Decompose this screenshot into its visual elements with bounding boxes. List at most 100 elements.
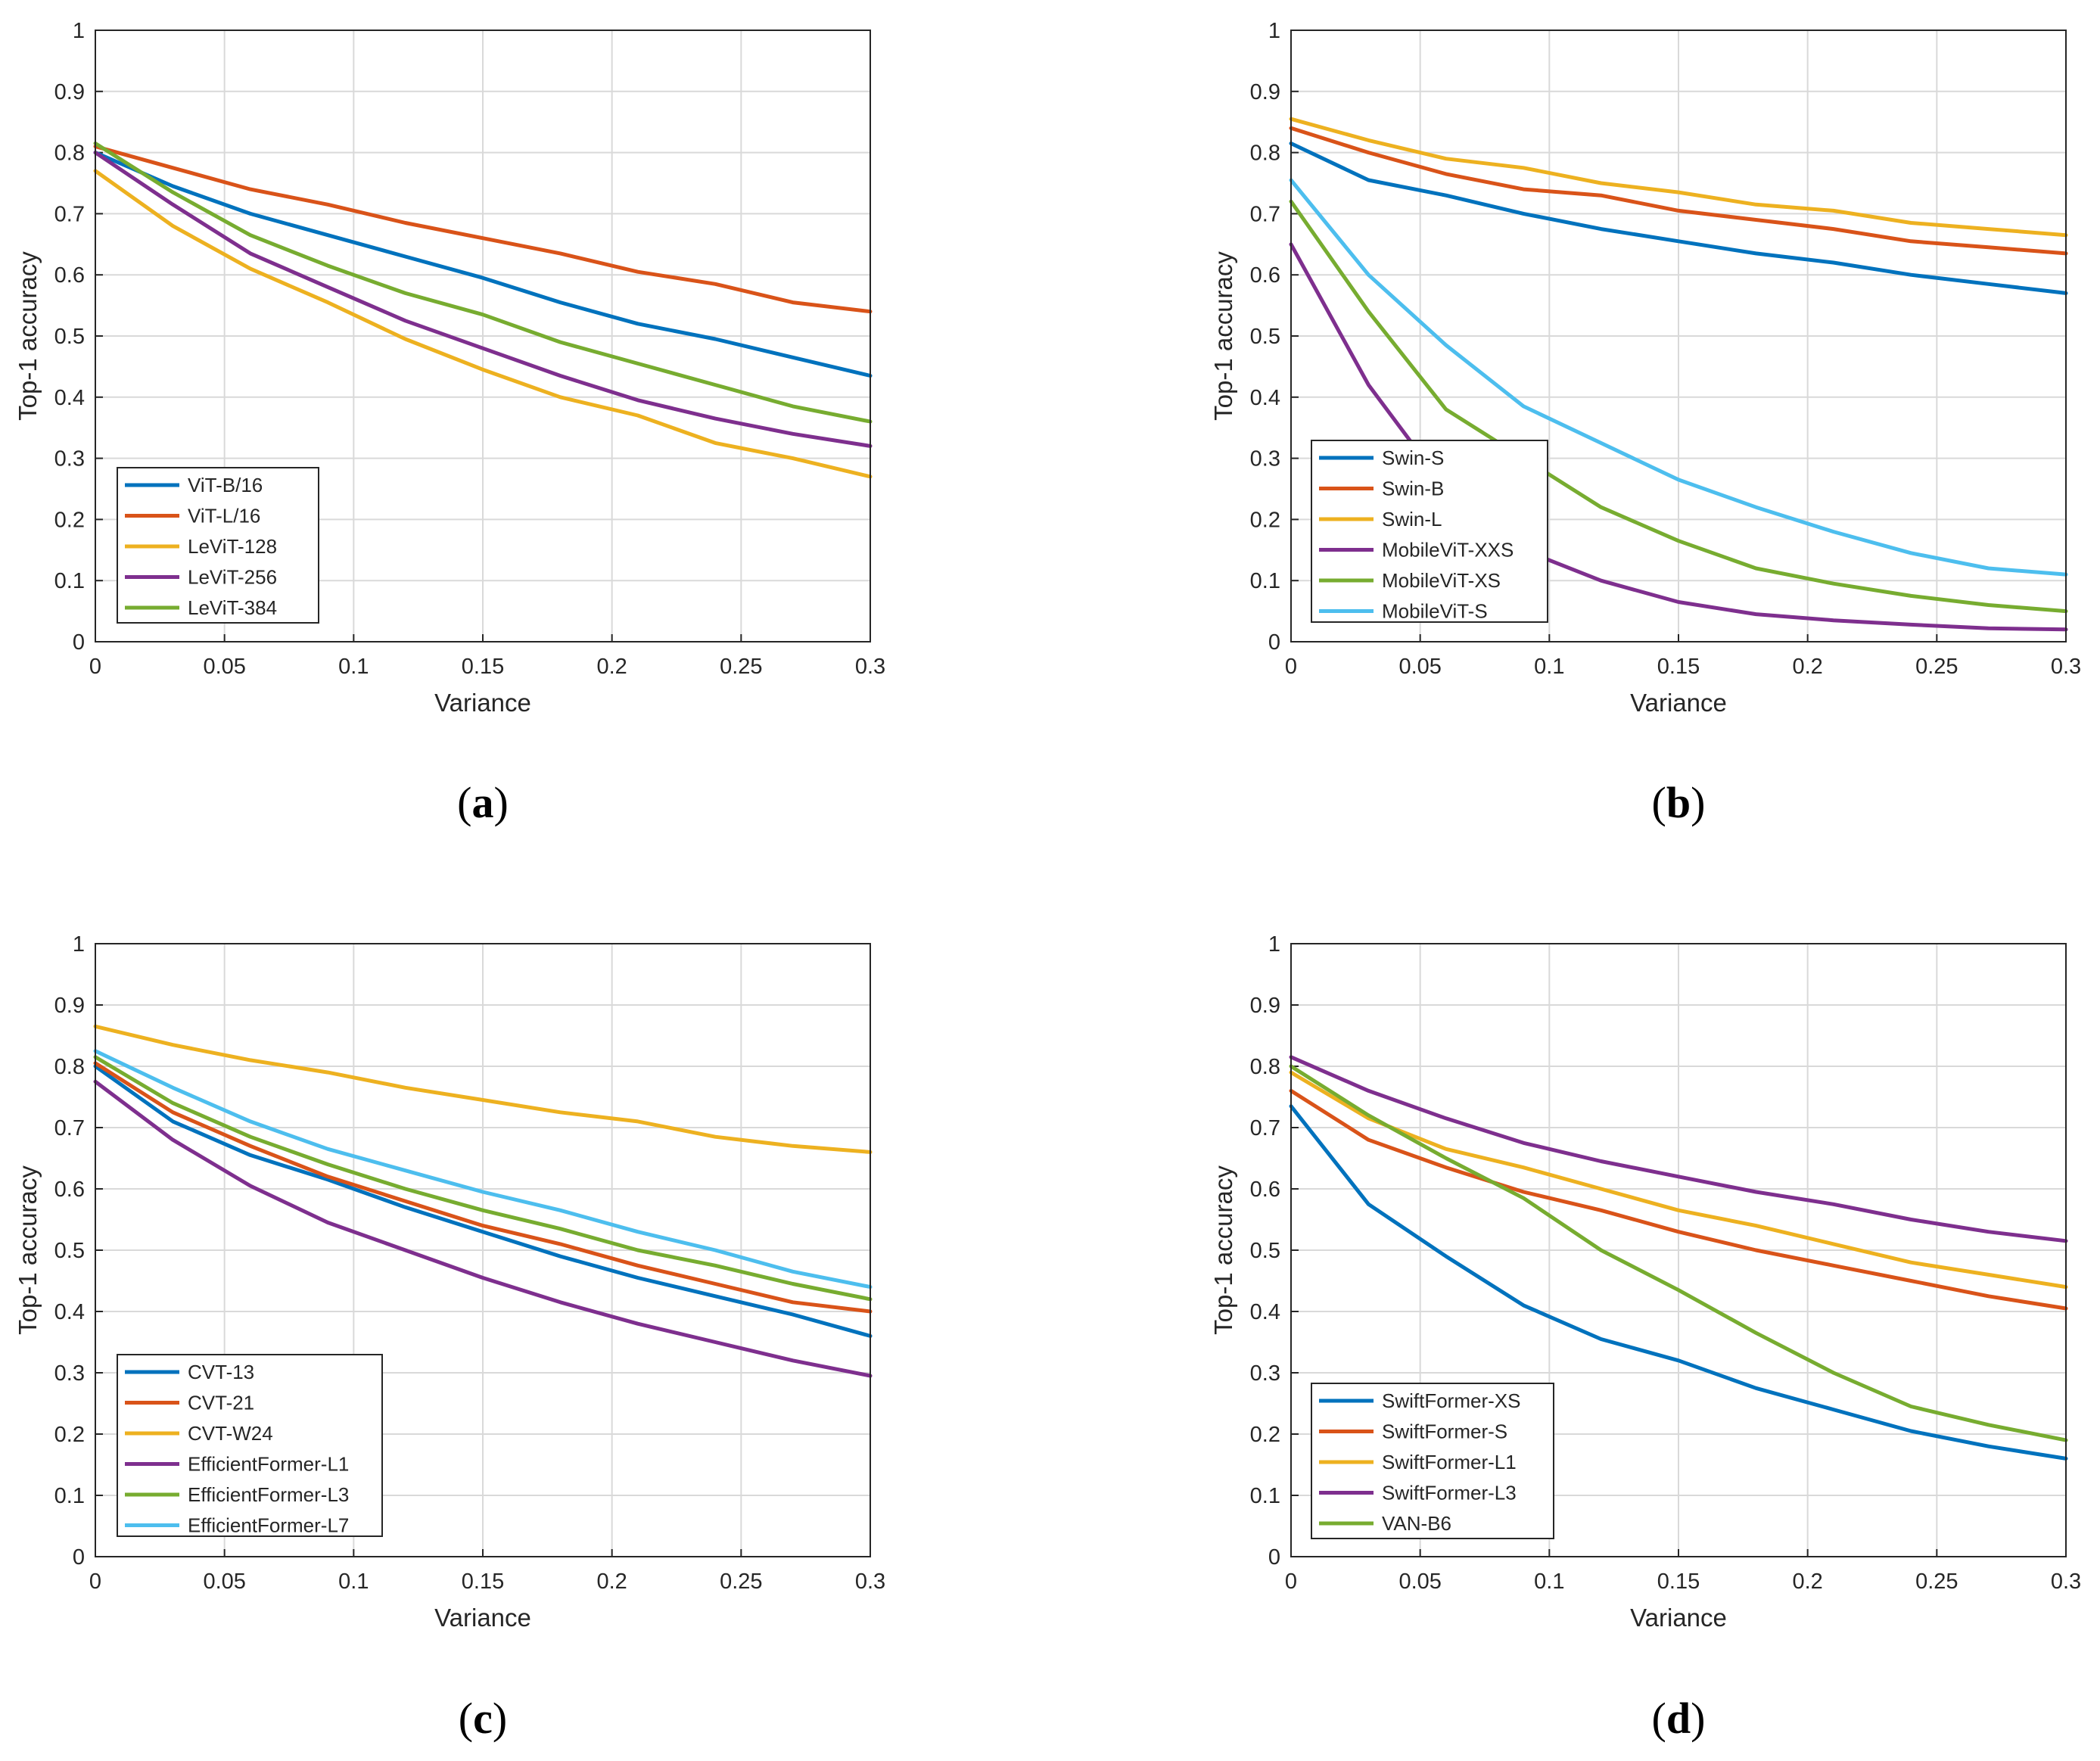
series-line-swiftformer-l3 [1289, 1055, 2068, 1243]
legend-label: LeViT-128 [188, 535, 277, 558]
series-line-swin-l [1289, 117, 2068, 238]
x-tick-label: 0.2 [597, 655, 627, 679]
y-tick-label: 0.5 [1250, 1239, 1280, 1263]
y-tick-label: 0.8 [54, 1055, 85, 1079]
y-tick-label: 0.8 [1250, 142, 1280, 166]
y-tick-label: 0.4 [1250, 1300, 1280, 1324]
legend: CVT-13 CVT-21 CVT-W24 EfficientFormer-L1 Eff… [117, 1354, 383, 1537]
y-tick-label: 0.8 [54, 142, 85, 166]
y-tick-label: 0.5 [54, 1239, 85, 1263]
x-tick-label: 0.2 [1793, 1570, 1823, 1594]
x-axis-title: Variance [1630, 689, 1727, 717]
x-tick-label: 0.05 [1398, 1570, 1441, 1594]
legend-label: Swin-B [1382, 478, 1444, 500]
legend-label: EfficientFormer-L3 [188, 1483, 349, 1506]
y-tick-label: 0.2 [1250, 1423, 1280, 1447]
x-tick-label: 0.15 [1657, 655, 1700, 679]
y-tick-label: 0.5 [54, 325, 85, 349]
x-tick-label: 0.15 [462, 655, 504, 679]
series-line-swin-b [1289, 126, 2068, 256]
legend-label: CVT-21 [188, 1392, 254, 1414]
y-axis-title: Top-1 accuracy [14, 251, 42, 421]
series-line-mobilevit-s [1289, 178, 2068, 577]
x-tick-label: 0.05 [1398, 655, 1441, 679]
x-tick-label: 0.25 [1915, 655, 1958, 679]
legend-box [117, 1354, 383, 1537]
legend-label: SwiftFormer-XS [1382, 1389, 1520, 1412]
x-tick-label: 0.25 [720, 655, 762, 679]
y-tick-label: 0.9 [54, 994, 85, 1018]
x-tick-label: 0.1 [1534, 1570, 1564, 1594]
y-axis-title: Top-1 accuracy [1209, 1165, 1237, 1335]
y-tick-label: 0.1 [1250, 1484, 1280, 1508]
legend-label: EfficientFormer-L1 [188, 1453, 349, 1476]
x-tick-label: 0.15 [1657, 1570, 1700, 1594]
chart-panel-b: 0 0.05 0.1 0.15 0.2 0.25 0.3 0 0.1 0.2 0.3 0.4 0.5 0.… [1209, 19, 2081, 827]
x-axis-title: Variance [434, 1604, 531, 1632]
panel-caption: (b) [1652, 778, 1706, 827]
y-tick-label: 0.2 [1250, 508, 1280, 532]
x-tick-label: 0.1 [338, 655, 369, 679]
legend-label: SwiftFormer-S [1382, 1420, 1507, 1443]
x-axis-title: Variance [1630, 1604, 1727, 1632]
y-tick-label: 0.3 [1250, 1361, 1280, 1386]
panel-caption: (c) [459, 1694, 507, 1743]
x-tick-label: 0.05 [203, 655, 245, 679]
chart-panel-c: 0 0.05 0.1 0.15 0.2 0.25 0.3 0 0.1 0.2 0.3 0.4 0.5 0.… [14, 932, 885, 1743]
series-line-cvt-w24 [93, 1024, 873, 1154]
y-tick-label: 0.7 [54, 202, 85, 226]
y-tick-label: 0.6 [1250, 263, 1280, 288]
y-tick-label: 0.6 [1250, 1178, 1280, 1202]
y-tick-label: 0 [73, 1545, 85, 1570]
panel-caption: (d) [1652, 1694, 1706, 1743]
y-tick-label: 1 [1268, 932, 1280, 957]
x-tick-label: 0.15 [462, 1570, 504, 1594]
y-tick-label: 0.7 [1250, 1116, 1280, 1140]
y-tick-label: 0.6 [54, 263, 85, 288]
y-tick-label: 0 [1268, 1545, 1280, 1570]
series-line-levit-256 [93, 151, 873, 448]
y-tick-label: 1 [73, 932, 85, 957]
x-axis-title: Variance [434, 689, 531, 717]
legend-label: MobileViT-XS [1382, 569, 1501, 592]
legend-label: ViT-L/16 [188, 505, 260, 527]
legend-label: SwiftFormer-L1 [1382, 1451, 1517, 1473]
y-tick-label: 0.7 [54, 1116, 85, 1140]
y-tick-label: 1 [73, 19, 85, 43]
y-tick-label: 0 [73, 630, 85, 655]
x-tick-label: 0.25 [1915, 1570, 1958, 1594]
x-tick-label: 0.1 [338, 1570, 369, 1594]
y-tick-label: 0.4 [1250, 386, 1280, 410]
y-tick-label: 0.4 [54, 386, 85, 410]
legend-label: VAN-B6 [1382, 1512, 1451, 1535]
y-tick-label: 0.1 [54, 569, 85, 593]
x-tick-label: 0 [1285, 1570, 1297, 1594]
y-tick-label: 0.8 [1250, 1055, 1280, 1079]
legend-label: ViT-B/16 [188, 474, 263, 496]
panel-caption: (a) [457, 778, 509, 827]
series-line-swiftformer-xs [1289, 1104, 2068, 1461]
y-tick-label: 0.2 [54, 508, 85, 532]
y-tick-label: 0.3 [54, 447, 85, 471]
series-line-cvt-21 [93, 1061, 873, 1314]
legend-label: CVT-W24 [188, 1422, 273, 1445]
x-tick-label: 0.1 [1534, 655, 1564, 679]
y-tick-label: 0.7 [1250, 202, 1280, 226]
series-line-efficientformer-l7 [93, 1049, 873, 1290]
x-tick-label: 0 [89, 1570, 101, 1594]
chart-panel-d: 0 0.05 0.1 0.15 0.2 0.25 0.3 0 0.1 0.2 0.3 0.4 0.5 0.… [1209, 932, 2081, 1743]
x-tick-label: 0.3 [855, 655, 885, 679]
y-tick-label: 0.9 [1250, 80, 1280, 104]
x-tick-label: 0 [89, 655, 101, 679]
legend-label: Swin-S [1382, 446, 1444, 469]
y-tick-label: 0 [1268, 630, 1280, 655]
x-tick-label: 0 [1285, 655, 1297, 679]
y-tick-label: 0.6 [54, 1178, 85, 1202]
y-tick-label: 0.2 [54, 1423, 85, 1447]
x-tick-label: 0.2 [1793, 655, 1823, 679]
legend-label: LeViT-384 [188, 596, 277, 619]
axes-box [95, 30, 871, 642]
legend-label: MobileViT-XXS [1382, 539, 1514, 562]
